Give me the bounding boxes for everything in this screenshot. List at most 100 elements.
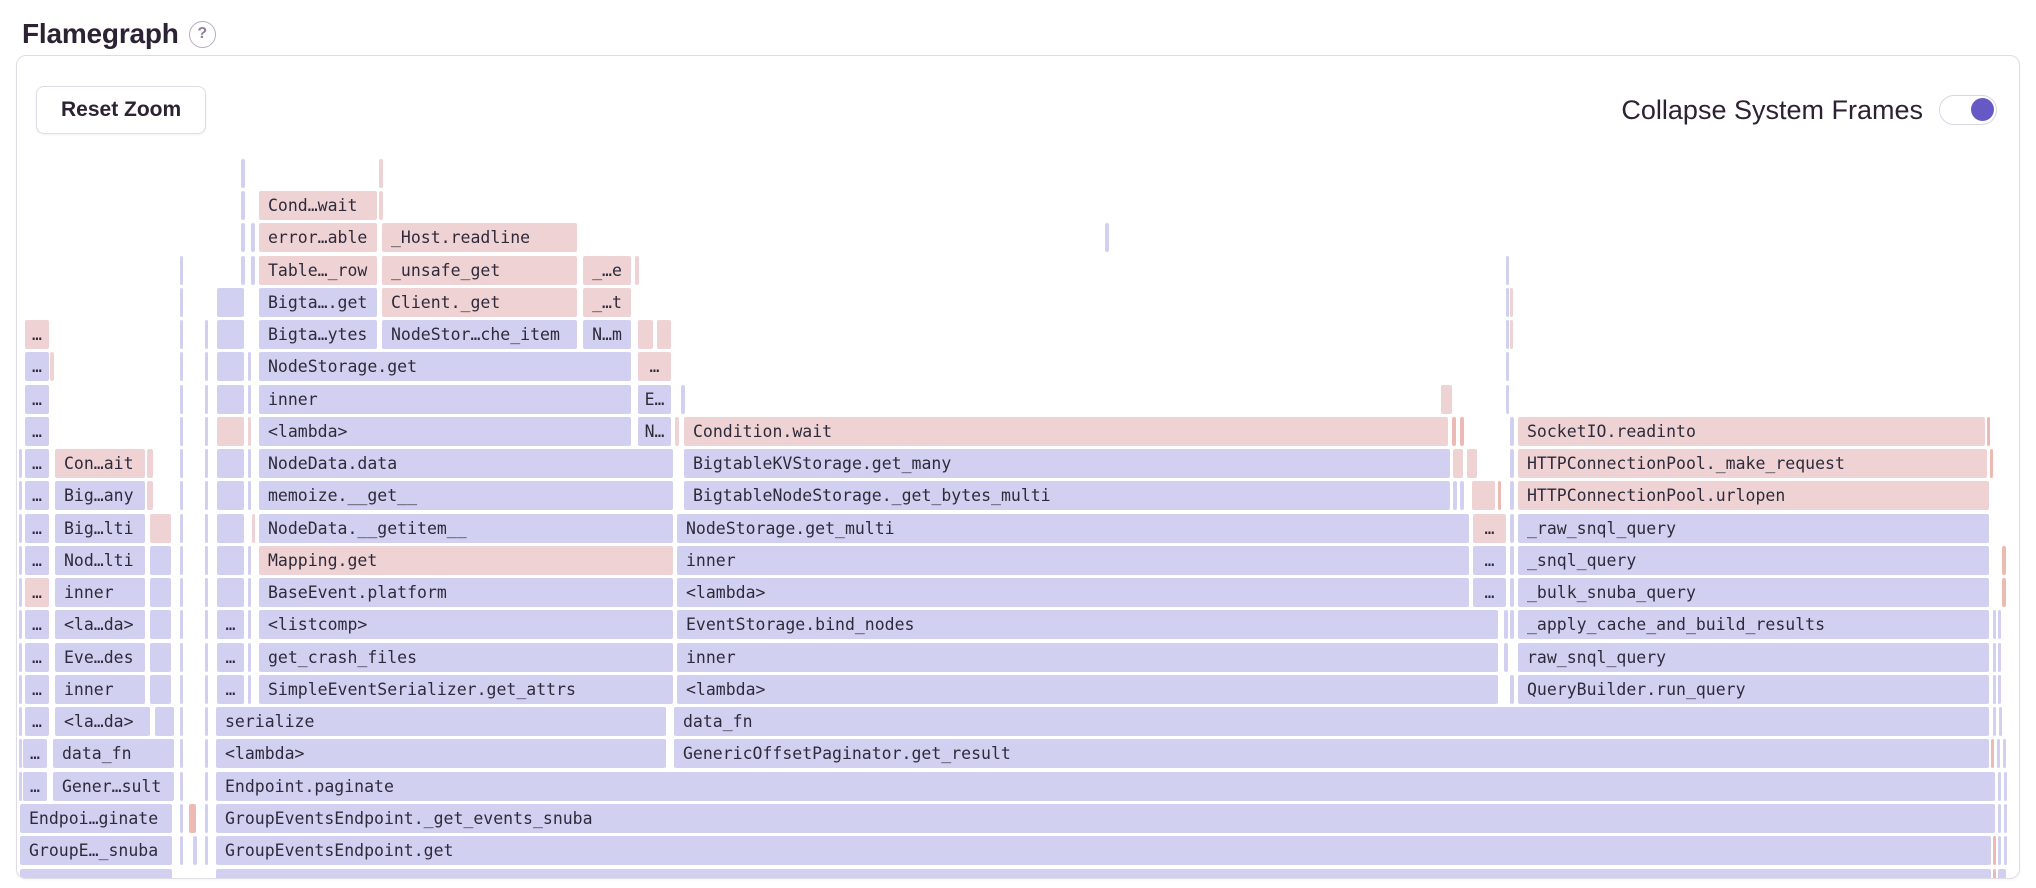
collapse-system-frames-toggle[interactable] — [1939, 95, 1997, 125]
flame-frame[interactable]: raw_snql_query — [1518, 643, 1989, 672]
flame-sliver[interactable] — [1998, 643, 2001, 672]
flame-sliver[interactable] — [180, 739, 183, 768]
flame-sliver[interactable] — [217, 385, 244, 414]
flame-sliver[interactable] — [180, 288, 183, 317]
flame-sliver[interactable] — [1506, 352, 1509, 381]
flame-sliver[interactable] — [251, 256, 255, 285]
flame-sliver[interactable] — [1510, 514, 1514, 543]
flame-sliver[interactable] — [205, 610, 208, 639]
flame-sliver[interactable] — [150, 546, 171, 575]
flame-sliver[interactable] — [50, 352, 54, 381]
flame-sliver[interactable] — [1510, 546, 1514, 575]
flame-sliver[interactable] — [180, 417, 183, 446]
flame-sliver[interactable] — [1504, 643, 1508, 672]
flame-frame[interactable]: N…m — [583, 320, 631, 349]
flame-sliver[interactable] — [155, 707, 174, 736]
flame-sliver[interactable] — [1998, 869, 2006, 878]
flame-sliver[interactable] — [217, 320, 244, 349]
flame-frame[interactable]: … — [1473, 514, 1506, 543]
flamegraph-canvas[interactable]: Cond…wait error…able _Host.readline Table…_… — [17, 56, 2019, 878]
flame-sliver[interactable] — [180, 514, 183, 543]
flame-frame[interactable]: data_fn — [674, 707, 1989, 736]
flame-frame[interactable]: … — [23, 772, 47, 801]
flame-sliver[interactable] — [2004, 836, 2007, 865]
flame-sliver[interactable] — [180, 320, 183, 349]
flame-sliver[interactable] — [1441, 385, 1452, 414]
flame-sliver[interactable] — [19, 707, 22, 736]
flame-frame[interactable]: serialize — [216, 707, 666, 736]
flame-sliver[interactable] — [180, 481, 183, 510]
flame-sliver[interactable] — [1993, 869, 1996, 878]
flame-sliver[interactable] — [1998, 610, 2001, 639]
flame-sliver[interactable] — [205, 385, 208, 414]
flame-sliver[interactable] — [635, 256, 639, 285]
flame-frame[interactable]: _unsafe_get — [382, 256, 577, 285]
flame-frame[interactable]: Eve…des — [55, 643, 145, 672]
flame-sliver[interactable] — [1993, 643, 1996, 672]
flame-frame[interactable]: _raw_snql_query — [1518, 514, 1989, 543]
flame-sliver[interactable] — [150, 675, 171, 704]
flame-sliver[interactable] — [1506, 385, 1509, 414]
flame-frame[interactable]: Endpoi…ginate — [20, 804, 172, 833]
flame-sliver[interactable] — [1472, 481, 1495, 510]
flame-sliver[interactable] — [1993, 836, 1996, 865]
flame-sliver[interactable] — [248, 481, 251, 510]
flame-sliver[interactable] — [19, 739, 22, 768]
flame-frame[interactable]: NodeData.data — [259, 449, 673, 478]
flame-sliver[interactable] — [180, 643, 183, 672]
flame-frame[interactable]: … — [25, 417, 49, 446]
reset-zoom-button[interactable]: Reset Zoom — [36, 86, 207, 134]
flame-sliver[interactable] — [217, 449, 244, 478]
flame-sliver[interactable] — [1999, 707, 2002, 736]
flame-sliver[interactable] — [205, 514, 208, 543]
flame-frame[interactable]: Big…any — [55, 481, 145, 510]
flame-frame[interactable]: inner — [55, 675, 145, 704]
flame-sliver[interactable] — [1998, 836, 2001, 865]
flame-frame[interactable]: NodeStorage.get_multi — [677, 514, 1469, 543]
flame-sliver[interactable] — [1991, 739, 1994, 768]
flame-sliver[interactable] — [248, 675, 251, 704]
flame-sliver[interactable] — [252, 514, 255, 543]
flame-frame[interactable]: Table…_row — [259, 256, 377, 285]
flame-frame[interactable]: NodeStorage.get — [259, 352, 631, 381]
flame-sliver[interactable] — [147, 481, 153, 510]
flame-sliver[interactable] — [19, 546, 22, 575]
flame-frame[interactable]: _bulk_snuba_query — [1518, 578, 1989, 607]
flame-sliver[interactable] — [150, 610, 171, 639]
flame-sliver[interactable] — [205, 417, 208, 446]
flame-sliver[interactable] — [217, 417, 244, 446]
flame-sliver[interactable] — [150, 578, 171, 607]
flame-sliver[interactable] — [1510, 449, 1514, 478]
flame-frame[interactable]: NodeStor…che_item — [382, 320, 577, 349]
flame-sliver[interactable] — [180, 707, 183, 736]
flame-frame[interactable]: GroupEventsEndpoint._get_events_snuba — [216, 804, 1995, 833]
flame-sliver[interactable] — [241, 256, 245, 285]
flame-sliver[interactable] — [1510, 417, 1514, 446]
flame-sliver[interactable] — [150, 643, 171, 672]
flame-sliver[interactable] — [379, 159, 383, 188]
flame-sliver[interactable] — [217, 288, 244, 317]
flame-frame[interactable]: HTTPConnectionPool.urlopen — [1518, 481, 1989, 510]
flame-sliver[interactable] — [2004, 772, 2007, 801]
flame-frame[interactable]: inner — [677, 546, 1469, 575]
flame-sliver[interactable] — [1998, 675, 2001, 704]
flame-sliver[interactable] — [180, 546, 183, 575]
flame-frame[interactable]: _snql_query — [1518, 546, 1989, 575]
flame-sliver[interactable] — [205, 707, 208, 736]
flame-sliver[interactable] — [241, 191, 245, 220]
flame-frame[interactable]: … — [25, 643, 49, 672]
flame-frame[interactable]: _Host.readline — [382, 223, 577, 252]
flame-sliver[interactable] — [1510, 288, 1513, 317]
flame-frame[interactable]: E… — [638, 385, 671, 414]
flame-frame[interactable]: GenericOffsetPaginator.get_result — [674, 739, 1989, 768]
flame-sliver[interactable] — [19, 675, 22, 704]
flame-frame[interactable]: inner — [55, 578, 145, 607]
flame-sliver[interactable] — [1998, 772, 2001, 801]
flame-sliver[interactable] — [180, 804, 183, 833]
flame-frame[interactable]: … — [25, 675, 49, 704]
flame-frame[interactable]: GroupEventsEndpoint.get — [216, 836, 1991, 865]
flame-frame[interactable]: Gener…sult — [53, 772, 174, 801]
flame-sliver[interactable] — [1987, 417, 1990, 446]
flame-frame[interactable]: … — [217, 610, 244, 639]
flame-sliver[interactable] — [19, 643, 22, 672]
